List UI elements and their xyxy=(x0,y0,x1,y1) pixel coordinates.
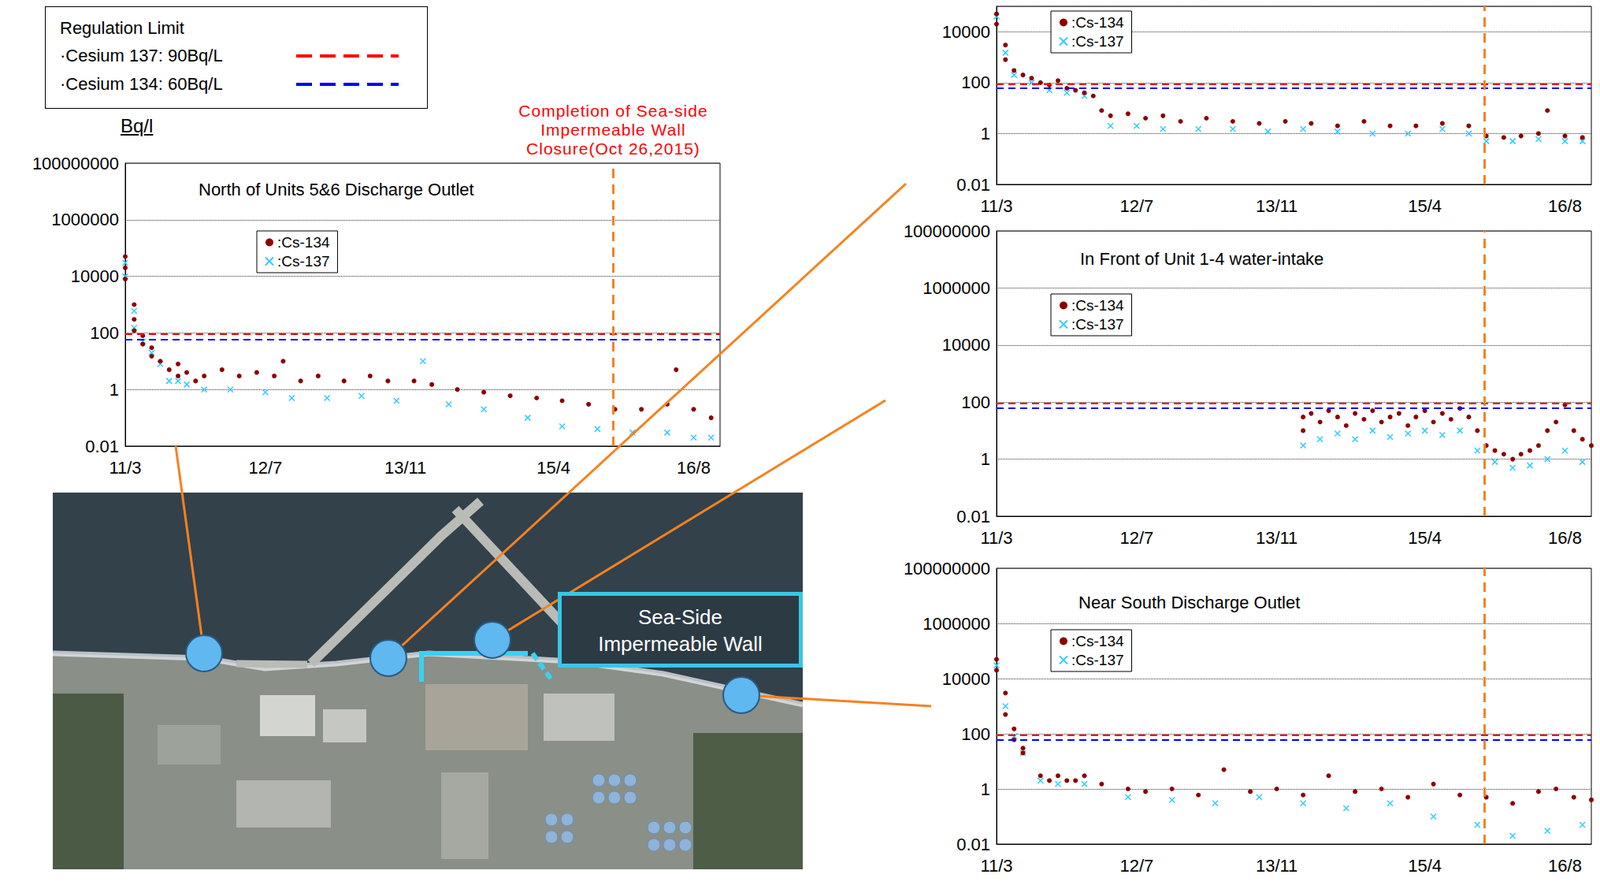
svg-text::Cs-134: :Cs-134 xyxy=(1071,632,1125,650)
svg-text:0.01: 0.01 xyxy=(956,834,991,854)
svg-text::Cs-134: :Cs-134 xyxy=(277,233,331,251)
svg-text:11/3: 11/3 xyxy=(980,196,1013,216)
svg-text:1000000: 1000000 xyxy=(922,613,991,634)
svg-text::Cs-137: :Cs-137 xyxy=(1071,315,1125,333)
svg-text:Near South Discharge Outlet: Near South Discharge Outlet xyxy=(1078,592,1300,613)
html-text:·Cesium 137: 90Bq/L: ·Cesium 137: 90Bq/L xyxy=(59,45,223,66)
svg-text:0.01: 0.01 xyxy=(956,506,991,527)
svg-text:16/8: 16/8 xyxy=(1548,196,1582,216)
svg-text:0.01: 0.01 xyxy=(956,174,991,195)
svg-text:100: 100 xyxy=(961,392,991,413)
html-text:Sea-Side Impermeable Wall: Sea-Side Impermeable Wall xyxy=(598,605,763,656)
svg-text:10000: 10000 xyxy=(70,266,119,286)
svg-text:1: 1 xyxy=(980,123,991,144)
svg-text:16/8: 16/8 xyxy=(1548,527,1582,548)
svg-text:12/7: 12/7 xyxy=(1119,196,1154,216)
html-text:Regulation Limit: Regulation Limit xyxy=(59,18,185,38)
svg-text:1: 1 xyxy=(980,779,991,799)
html-text:Bq/l: Bq/l xyxy=(120,115,154,137)
svg-text:15/4: 15/4 xyxy=(1407,527,1442,548)
svg-text:13/11: 13/11 xyxy=(1255,527,1298,548)
svg-text:13/11: 13/11 xyxy=(1255,196,1298,216)
svg-text:12/7: 12/7 xyxy=(1119,855,1154,876)
svg-text:10000: 10000 xyxy=(942,668,991,689)
svg-text:10000: 10000 xyxy=(942,334,991,355)
svg-text:15/4: 15/4 xyxy=(536,457,571,478)
svg-text:In Front of Unit 1-4 water-int: In Front of Unit 1-4 water-intake xyxy=(1080,248,1324,269)
svg-text:16/8: 16/8 xyxy=(676,457,711,478)
svg-text:100000000: 100000000 xyxy=(903,221,991,242)
svg-text:1: 1 xyxy=(980,449,991,469)
svg-text:1000000: 1000000 xyxy=(51,209,119,230)
svg-text:1: 1 xyxy=(109,379,119,400)
svg-text:13/11: 13/11 xyxy=(1255,855,1298,876)
svg-text:12/7: 12/7 xyxy=(248,457,283,478)
svg-text:12/7: 12/7 xyxy=(1119,527,1154,548)
svg-text:100: 100 xyxy=(961,72,991,93)
svg-text::Cs-134: :Cs-134 xyxy=(1071,296,1125,314)
svg-text:100000000: 100000000 xyxy=(903,558,991,579)
svg-text::Cs-137: :Cs-137 xyxy=(1071,33,1125,50)
svg-text::Cs-134: :Cs-134 xyxy=(1071,14,1125,31)
svg-text::Cs-137: :Cs-137 xyxy=(1071,651,1125,669)
svg-text:16/8: 16/8 xyxy=(1548,855,1582,876)
svg-text:11/3: 11/3 xyxy=(108,457,142,478)
svg-text:100: 100 xyxy=(961,723,991,744)
svg-text:0.01: 0.01 xyxy=(85,436,119,457)
html-text:Completion of Sea-side Imperme: Completion of Sea-side Impermeable Wall … xyxy=(518,101,708,158)
svg-text:1000000: 1000000 xyxy=(922,278,991,298)
svg-text:15/4: 15/4 xyxy=(1407,855,1442,876)
svg-text:North of Units 5&6 Discharge O: North of Units 5&6 Discharge Outlet xyxy=(198,179,475,200)
svg-text:10000: 10000 xyxy=(942,22,991,42)
html-text:·Cesium 134: 60Bq/L: ·Cesium 134: 60Bq/L xyxy=(59,74,223,94)
svg-text:13/11: 13/11 xyxy=(384,457,427,478)
svg-text:15/4: 15/4 xyxy=(1407,196,1442,216)
svg-text:100000000: 100000000 xyxy=(32,153,119,174)
svg-text:11/3: 11/3 xyxy=(980,855,1013,876)
svg-text::Cs-137: :Cs-137 xyxy=(277,252,331,270)
svg-text:100: 100 xyxy=(89,322,119,343)
svg-text:11/3: 11/3 xyxy=(980,527,1013,548)
